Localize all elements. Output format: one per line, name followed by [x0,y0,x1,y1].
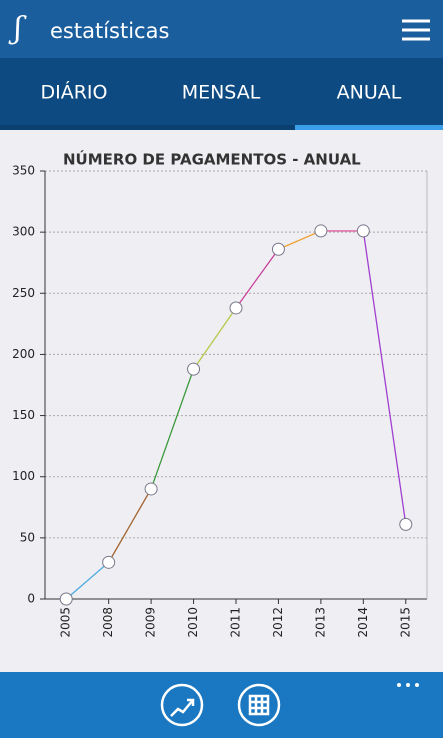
x-tick-label: 2008 [101,607,115,638]
x-tick-label: 2013 [313,607,327,638]
point [356,224,370,238]
x-tick-label: 2012 [271,607,285,638]
point [187,362,201,376]
y-tick-label: 250 [12,286,35,300]
x-tick-label: 2011 [229,607,243,638]
content-bg [0,130,443,672]
line-segment [108,488,152,563]
y-tick-label: 300 [12,225,35,239]
y-tick-label: 50 [20,530,35,544]
line-segment [235,248,279,309]
y-tick-label: 150 [12,408,35,422]
point [59,592,73,606]
point [144,482,158,496]
point [271,242,285,256]
plot: 0 50 100 150 200 250 300 350 2005 2008 2009 2010 201… [12,164,428,638]
y-tick-label: 0 [27,592,35,606]
tab[interactable]: ANUAL [337,82,402,104]
x-tick-label: 2009 [144,607,158,638]
tab[interactable]: DIÁRIO [41,81,108,104]
chart-button[interactable] [160,683,204,727]
y-tick-label: 200 [12,347,35,361]
y-tick-label: 350 [12,164,35,178]
line-segment [65,561,110,600]
more-button[interactable] [397,683,419,687]
line-segment [193,307,237,370]
point [314,224,328,238]
tab-bar [0,58,443,125]
x-tick-label: 2005 [59,607,73,638]
line-segment [150,368,195,490]
header-bar [0,0,443,58]
point [102,555,116,569]
y-tick-label: 100 [12,469,35,483]
line-segment [362,230,407,525]
x-tick-label: 2015 [398,607,412,638]
active-tab-indicator [295,125,443,130]
grid-button[interactable] [237,683,281,727]
line-segment [278,230,322,250]
tab-underline [0,125,443,130]
point [229,301,243,315]
x-tick-label: 2010 [186,607,200,638]
menu-button[interactable] [402,19,430,41]
x-tick-label: 2014 [356,607,370,638]
app-title: estatísticas [50,19,169,43]
chart-title: NÚMERO DE PAGAMENTOS - ANUAL [63,150,361,169]
point [399,517,413,531]
tab[interactable]: MENSAL [182,82,261,104]
bottom-bar [0,672,443,738]
